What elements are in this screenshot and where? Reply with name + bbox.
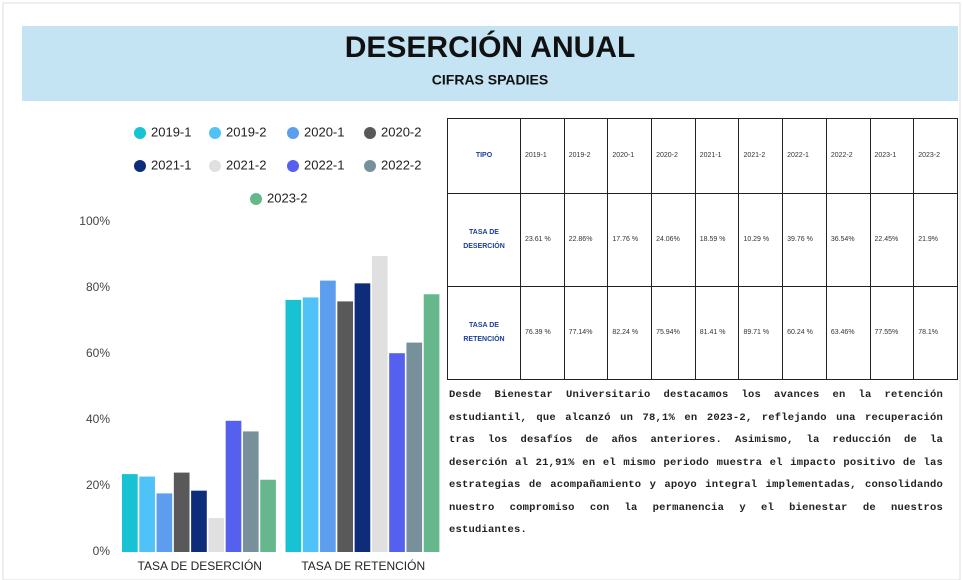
table-cell: 24.06% bbox=[651, 193, 696, 287]
legend-marker bbox=[250, 193, 262, 205]
legend-label: 2020-1 bbox=[304, 124, 344, 139]
y-tick-label: 20% bbox=[86, 478, 110, 492]
bar bbox=[285, 299, 302, 552]
table-cell: 2022-2 bbox=[825, 118, 871, 194]
legend-marker bbox=[209, 160, 221, 172]
legend-marker bbox=[209, 127, 221, 139]
table-cell: 22.86% bbox=[563, 193, 609, 287]
legend-marker bbox=[287, 160, 299, 172]
paragraph: Desde Bienestar Universitario destacamos… bbox=[449, 389, 943, 536]
table-row: TASA DE DESERCIÓN 23.61 % 22.86% 17.76 % 24.… bbox=[447, 193, 958, 287]
chart-subtitle: CIFRAS SPADIES bbox=[432, 72, 548, 88]
table-cell: 36.54% bbox=[825, 193, 871, 287]
table-cell: 75.94% bbox=[651, 286, 696, 380]
bar bbox=[208, 518, 225, 552]
bar bbox=[337, 301, 354, 552]
y-tick-label: 80% bbox=[86, 280, 110, 294]
table-cell: 18.59 % bbox=[694, 193, 740, 287]
bar bbox=[139, 476, 155, 552]
table-row: TIPO 2019-1 2019-2 2020-1 2020-2 2021-1 2021-2… bbox=[447, 118, 958, 194]
y-tick-label: 60% bbox=[86, 346, 110, 360]
table-cell: 2022-1 bbox=[782, 118, 827, 194]
table-cell: 76.39 % bbox=[520, 286, 565, 380]
legend-label: 2021-2 bbox=[226, 157, 266, 172]
table-cell: TIPO bbox=[447, 118, 521, 194]
table-cell: TASA DE DESERCIÓN bbox=[447, 193, 521, 287]
x-tick-label: TASA DE RETENCIÓN bbox=[301, 558, 425, 573]
table-cell: 22.45% bbox=[869, 193, 915, 287]
table-cell: 82.24 % bbox=[607, 286, 653, 380]
table-cell: 2020-2 bbox=[651, 118, 696, 194]
table-cell: 2023-2 bbox=[913, 118, 958, 194]
table-cell: 2020-1 bbox=[607, 118, 653, 194]
table-cell: 21.9% bbox=[913, 193, 958, 287]
legend-label: 2022-2 bbox=[381, 157, 421, 172]
legend-label: 2020-2 bbox=[381, 124, 421, 139]
bar bbox=[423, 294, 440, 552]
legend-label: 2021-1 bbox=[151, 157, 191, 172]
table-cell: 2023-1 bbox=[869, 118, 915, 194]
bar bbox=[302, 297, 319, 552]
legend-label: 2023-2 bbox=[267, 190, 307, 205]
bar bbox=[260, 479, 276, 552]
bar bbox=[191, 490, 207, 552]
legend-marker bbox=[364, 160, 376, 172]
bar bbox=[389, 353, 405, 552]
table-cell: 2021-1 bbox=[694, 118, 740, 194]
y-tick-label: 40% bbox=[86, 412, 110, 426]
bar bbox=[156, 493, 173, 552]
legend-label: 2019-1 bbox=[151, 124, 191, 139]
bar bbox=[122, 474, 138, 552]
table-cell: 23.61 % bbox=[520, 193, 565, 287]
data-table: TIPO 2019-1 2019-2 2020-1 2020-2 2021-1 2021-2… bbox=[447, 118, 958, 380]
table-cell: 77.14% bbox=[563, 286, 609, 380]
legend-marker bbox=[287, 127, 299, 139]
bar bbox=[242, 431, 259, 552]
legend-marker bbox=[134, 160, 146, 172]
bar bbox=[173, 472, 190, 552]
table-cell: 17.76 % bbox=[607, 193, 653, 287]
table-cell: 78.1% bbox=[913, 286, 958, 380]
bar bbox=[406, 342, 423, 552]
table-row: TASA DE RETENCIÓN 76.39 % 77.14% 82.24 % 75.… bbox=[447, 286, 958, 380]
table-cell: 2021-2 bbox=[738, 118, 784, 194]
table-cell: 39.76 % bbox=[782, 193, 827, 287]
bar bbox=[354, 283, 371, 552]
bar bbox=[225, 420, 242, 552]
x-tick-label: TASA DE DESERCIÓN bbox=[138, 558, 262, 573]
y-tick-label: 0% bbox=[93, 544, 111, 558]
bar bbox=[320, 280, 336, 552]
legend-marker bbox=[134, 127, 146, 139]
table-cell: 2019-2 bbox=[563, 118, 609, 194]
legend-label: 2019-2 bbox=[226, 124, 266, 139]
table-cell: 63.46% bbox=[825, 286, 871, 380]
chart-title: DESERCIÓN ANUAL bbox=[345, 30, 636, 64]
table-cell: 2019-1 bbox=[520, 118, 565, 194]
table-cell: TASA DE RETENCIÓN bbox=[447, 286, 521, 380]
table-cell: 77.55% bbox=[869, 286, 915, 380]
legend-marker bbox=[364, 127, 376, 139]
table-cell: 60.24 % bbox=[782, 286, 827, 380]
table-cell: 10.29 % bbox=[738, 193, 784, 287]
header-band bbox=[22, 26, 958, 101]
table-cell: 81.41 % bbox=[694, 286, 740, 380]
table-cell: 89.71 % bbox=[738, 286, 784, 380]
y-tick-label: 100% bbox=[79, 214, 110, 228]
bar bbox=[371, 255, 388, 552]
legend-label: 2022-1 bbox=[304, 157, 344, 172]
